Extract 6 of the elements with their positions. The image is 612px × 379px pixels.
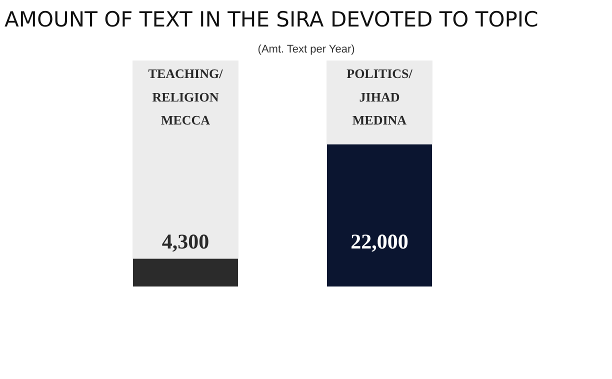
chart-subtitle: (Amt. Text per Year)	[258, 44, 355, 56]
x-tick-label: POLITICS/ JIHAD MEDINA	[346, 66, 413, 128]
x-tick-label: TEACHING/ RELIGION MECCA	[148, 66, 224, 128]
data-label: 22,000	[350, 229, 408, 254]
data-label: 4,300	[162, 229, 210, 254]
chart-title: AMOUNT OF TEXT IN THE SIRA DEVOTED TO TOPIC	[4, 8, 538, 32]
